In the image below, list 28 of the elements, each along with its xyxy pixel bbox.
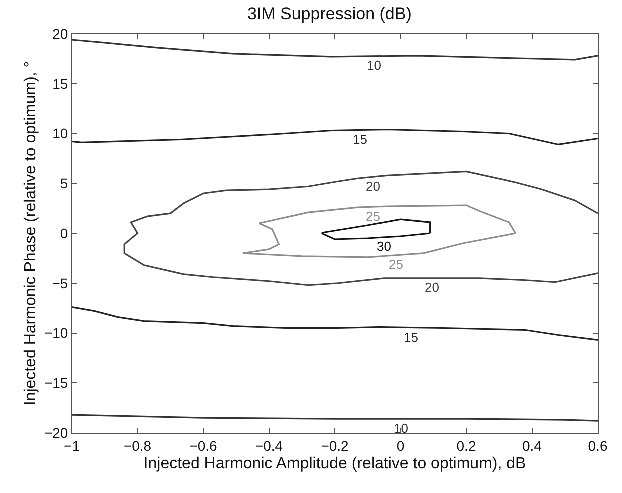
y-tick-label: 0 (60, 225, 68, 242)
series-label: 15 (404, 330, 418, 345)
x-tick-label: 0.2 (456, 438, 476, 454)
y-tick-label: 10 (52, 126, 68, 142)
y-axis-title: Injected Harmonic Phase (relative to optimum), ° (22, 61, 40, 406)
x-tick-label: −0.8 (124, 438, 152, 454)
series-label: 20 (366, 179, 380, 194)
series-label: 20 (425, 280, 440, 295)
series-label: 25 (366, 209, 380, 224)
series-label: 25 (389, 257, 404, 272)
y-tick-label: −10 (44, 325, 68, 342)
y-tick-label: 15 (52, 76, 68, 92)
x-axis-title: Injected Harmonic Amplitude (relative to optimum), dB (144, 456, 526, 472)
x-tick-label: 0 (396, 438, 405, 454)
y-tick-label: −5 (52, 275, 68, 292)
series-label: 15 (353, 132, 368, 147)
x-tick-label: 0.4 (522, 438, 542, 454)
y-tick-label: −15 (44, 375, 68, 392)
series-label: 10 (394, 421, 408, 436)
y-tick-label: 5 (60, 176, 68, 192)
x-tick-label: 0.6 (588, 438, 608, 454)
x-tick-label: −0.6 (190, 438, 218, 454)
x-tick-label: −0.2 (321, 438, 350, 454)
series-label: 30 (377, 239, 392, 254)
y-tick-label: 20 (52, 26, 68, 42)
x-tick-label: −0.4 (255, 438, 284, 454)
series-label: 10 (367, 58, 382, 73)
chart-title: 3IM Suppression (dB) (247, 4, 412, 24)
